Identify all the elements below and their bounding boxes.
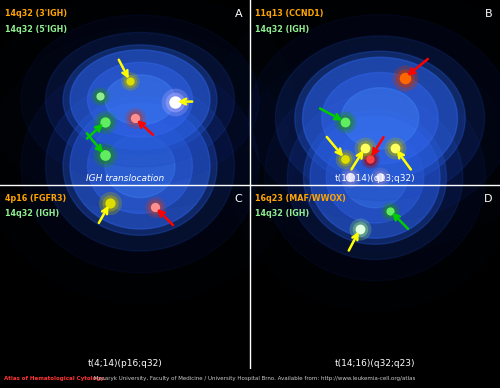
Ellipse shape	[264, 74, 486, 281]
Point	[391, 145, 399, 151]
Ellipse shape	[276, 36, 484, 201]
Text: 14q32 (IGH): 14q32 (IGH)	[255, 210, 309, 218]
Point	[341, 119, 349, 125]
Ellipse shape	[63, 45, 217, 154]
Point	[101, 119, 109, 125]
Point	[106, 200, 114, 206]
Point	[101, 152, 109, 158]
Ellipse shape	[70, 50, 210, 150]
Point	[106, 200, 114, 206]
Point	[101, 119, 109, 125]
Point	[366, 156, 374, 162]
Ellipse shape	[21, 59, 259, 273]
Point	[376, 174, 384, 180]
Text: t(4;14)(p16;q32): t(4;14)(p16;q32)	[88, 359, 162, 367]
Point	[341, 119, 349, 125]
Text: Atlas of Hematological Cytology.: Atlas of Hematological Cytology.	[4, 376, 106, 381]
Text: 14q32 (IGH): 14q32 (IGH)	[255, 25, 309, 34]
Point	[341, 156, 349, 162]
Text: 16q23 (MAF/WWOX): 16q23 (MAF/WWOX)	[255, 194, 346, 203]
Point	[106, 200, 114, 206]
Point	[341, 156, 349, 162]
Text: t(14;16)(q32;q23): t(14;16)(q32;q23)	[335, 359, 415, 367]
Point	[171, 99, 179, 105]
Ellipse shape	[295, 51, 465, 185]
Ellipse shape	[88, 119, 192, 213]
Point	[171, 99, 179, 105]
Ellipse shape	[46, 33, 234, 167]
Point	[131, 115, 139, 121]
Point	[376, 174, 384, 180]
Ellipse shape	[341, 88, 419, 149]
Point	[386, 208, 394, 214]
Point	[126, 78, 134, 84]
Point	[151, 204, 159, 210]
Point	[366, 156, 374, 162]
Ellipse shape	[326, 132, 424, 223]
Point	[171, 99, 179, 105]
Point	[346, 174, 354, 180]
Text: Masaryk University, Faculty of Medicine / University Hospital Brno. Available fr: Masaryk University, Faculty of Medicine …	[92, 376, 416, 381]
Point	[386, 208, 394, 214]
Point	[131, 115, 139, 121]
Point	[151, 204, 159, 210]
Ellipse shape	[322, 73, 438, 164]
Point	[401, 74, 409, 81]
Text: 14q32 (5'IGH): 14q32 (5'IGH)	[5, 25, 67, 34]
Point	[361, 145, 369, 151]
Text: D: D	[484, 194, 492, 204]
Text: 11q13 (CCND1): 11q13 (CCND1)	[255, 9, 324, 18]
Text: 14q32 (IGH): 14q32 (IGH)	[5, 210, 60, 218]
Ellipse shape	[46, 81, 234, 251]
Point	[126, 78, 134, 84]
Point	[391, 145, 399, 151]
Ellipse shape	[248, 15, 500, 222]
Text: A: A	[235, 9, 242, 19]
Point	[386, 208, 394, 214]
Ellipse shape	[63, 97, 217, 235]
Text: 4p16 (FGFR3): 4p16 (FGFR3)	[5, 194, 66, 203]
Text: B: B	[485, 9, 492, 19]
Ellipse shape	[70, 104, 210, 229]
Point	[391, 145, 399, 151]
Text: IGH translocation: IGH translocation	[86, 174, 164, 183]
Point	[126, 78, 134, 84]
Point	[356, 226, 364, 232]
Ellipse shape	[304, 110, 446, 244]
Point	[101, 119, 109, 125]
Ellipse shape	[310, 116, 440, 238]
Point	[96, 93, 104, 99]
Point	[341, 119, 349, 125]
Ellipse shape	[342, 147, 407, 208]
Point	[151, 204, 159, 210]
Point	[101, 152, 109, 158]
Point	[131, 115, 139, 121]
Ellipse shape	[105, 135, 175, 197]
Point	[96, 93, 104, 99]
Text: C: C	[235, 194, 242, 204]
Point	[356, 226, 364, 232]
Ellipse shape	[105, 75, 175, 125]
Ellipse shape	[302, 57, 458, 179]
Ellipse shape	[88, 62, 192, 137]
Point	[346, 174, 354, 180]
Point	[361, 145, 369, 151]
Point	[376, 174, 384, 180]
Point	[356, 226, 364, 232]
Point	[346, 174, 354, 180]
Text: t(11;14)(q13;q32): t(11;14)(q13;q32)	[334, 174, 415, 183]
Text: 14q32 (3'IGH): 14q32 (3'IGH)	[5, 9, 67, 18]
Point	[401, 74, 409, 81]
Point	[401, 74, 409, 81]
Ellipse shape	[21, 15, 259, 185]
Point	[101, 152, 109, 158]
Point	[341, 156, 349, 162]
Point	[361, 145, 369, 151]
Ellipse shape	[287, 95, 463, 260]
Point	[96, 93, 104, 99]
Point	[366, 156, 374, 162]
